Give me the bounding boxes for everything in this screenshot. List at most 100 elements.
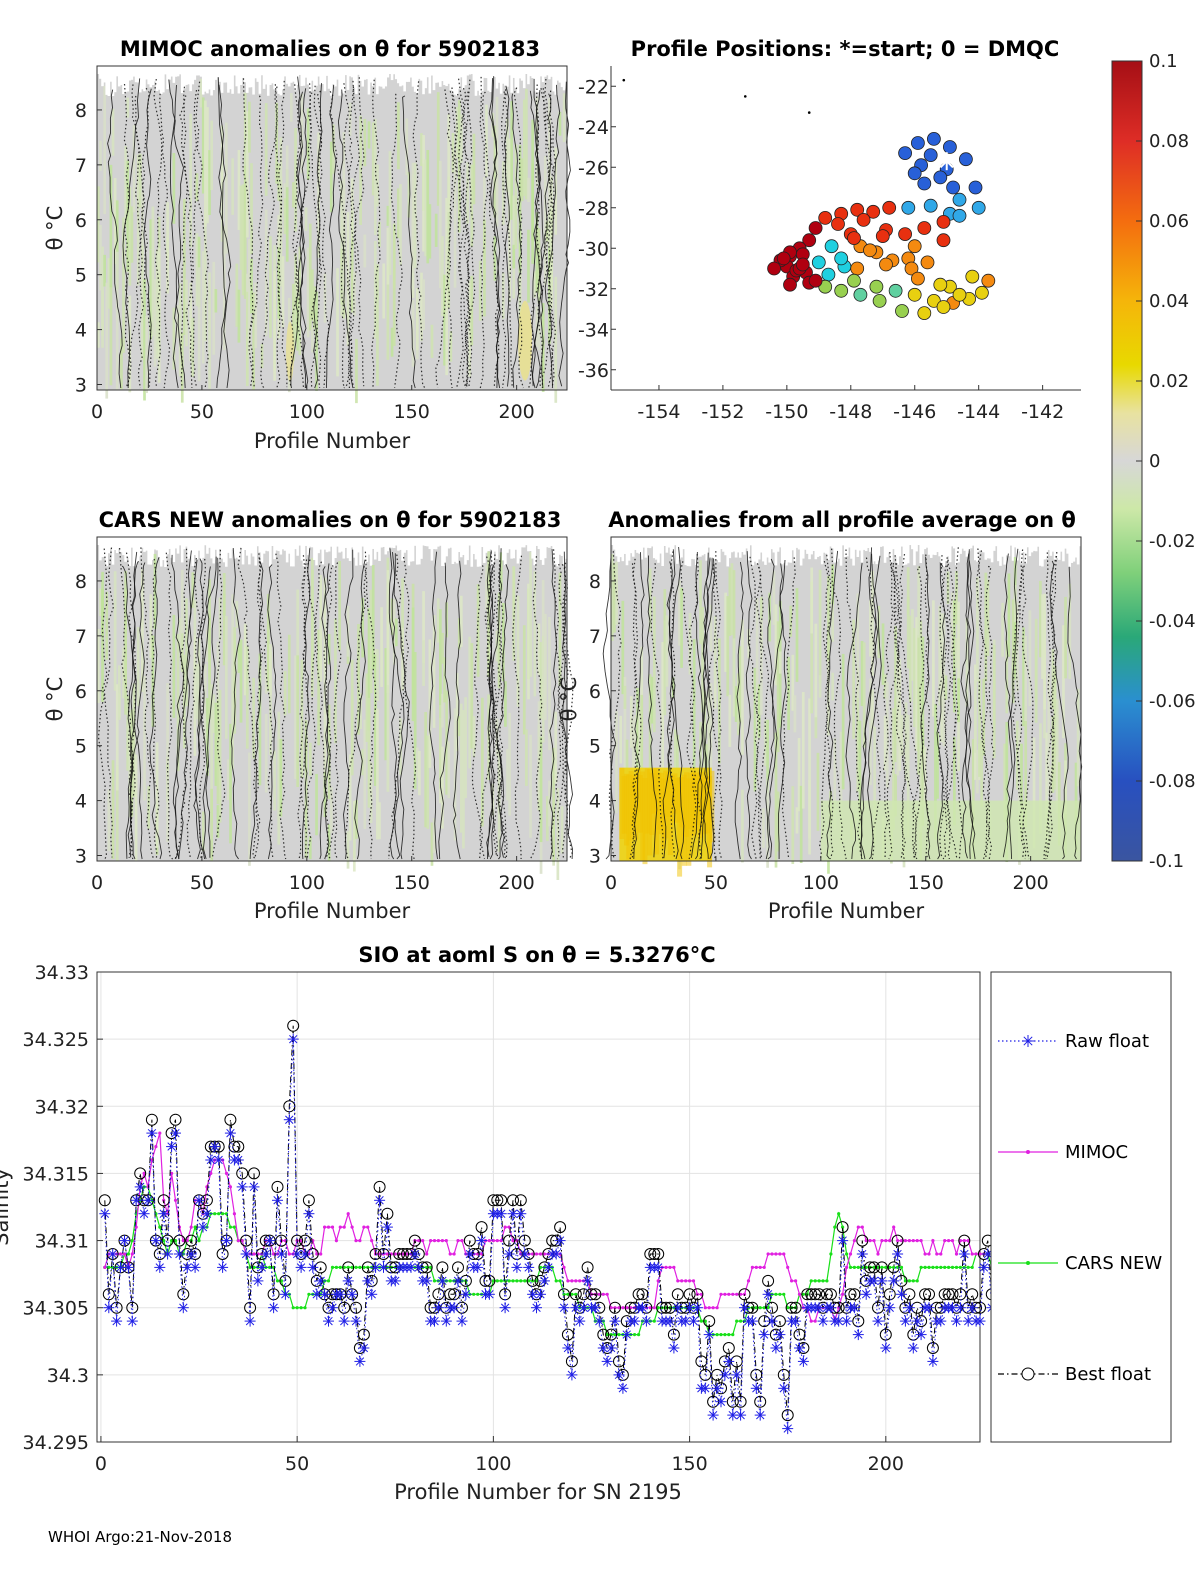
heatmap-topgap [180,66,184,94]
heatmap-cell [216,699,220,805]
heatmap-contour [199,558,207,860]
data-point-stroke [347,1290,357,1299]
data-point [778,1292,782,1296]
data-point [236,1181,248,1193]
data-point [876,1265,880,1269]
heatmap-topgap [774,537,778,566]
data-point [103,1265,107,1269]
data-point [766,1252,770,1256]
colorbar-tick-label: 0.06 [1149,211,1189,232]
heatmap-contour [977,548,989,860]
data-point [837,1235,849,1247]
heatmap-contour [321,566,330,859]
heatmap-topgap [317,537,320,554]
heatmap-topgap [757,537,761,560]
heatmap-topgap [311,537,314,548]
heatmap-topgap [514,537,518,550]
heatmap-topgap [164,66,167,75]
profile-position [933,277,948,292]
heatmap-cell [468,636,472,769]
heatmap-contour [403,556,417,860]
data-point [707,1409,719,1421]
data-point [884,1302,896,1314]
data-point [146,1127,158,1139]
data-point [601,1355,613,1367]
data-point [122,1252,127,1256]
allavg-xlabel: Profile Number [768,899,925,923]
heatmap-topgap [661,537,664,567]
heatmap-cell [222,573,226,666]
heatmap-topgap [344,66,348,76]
heatmap-cell [917,566,921,638]
heatmap-topgap [510,537,513,559]
data-point [872,1315,884,1327]
data-point-stroke [909,1343,918,1353]
heatmap-cell [883,715,887,771]
data-point [978,1261,990,1273]
heatmap-cell [214,289,218,313]
heatmap-contour [1049,560,1069,860]
data-point [668,1342,680,1354]
heatmap-cell [422,591,425,664]
heatmap-topgap [657,537,660,563]
heatmap-topgap [455,537,459,564]
data-point [911,1239,915,1243]
heatmap-topgap [296,66,299,85]
heatmap-cell [308,836,312,860]
data-point [778,1252,782,1256]
heatmap-contour [348,80,361,389]
data-point [436,1275,448,1287]
heatmap-cell [623,676,627,780]
heatmap-topgap [638,537,641,554]
heatmap-topgap [422,66,425,95]
heatmap-topgap [734,537,738,558]
heatmap-cell [753,667,757,792]
data-point-stroke [948,1303,957,1312]
data-point [448,1302,460,1314]
colorbar-tick-label: -0.06 [1149,691,1196,712]
heatmap-topgap [235,537,239,558]
heatmap-cell [986,579,990,657]
x-tick-label: 50 [704,872,728,894]
heatmap-contour [535,90,544,389]
heatmap-cell [629,696,633,748]
heatmap-topgap [298,537,302,546]
heatmap-topgap [185,537,188,547]
heatmap-topgap [965,537,969,557]
heatmap-topgap [361,66,364,87]
heatmap-topgap [522,66,526,89]
heatmap-topgap [382,537,385,547]
data-point-stroke [960,1249,969,1259]
heatmap-topgap [185,66,188,85]
data-point-stroke [351,1316,361,1326]
heatmap-cell [776,621,780,753]
heatmap-contour [347,86,355,389]
heatmap-topgap [111,66,115,96]
heatmap-topgap [499,537,503,553]
heatmap-contour [458,78,471,389]
heatmap-cell [774,732,778,868]
heatmap-contour [537,88,552,389]
heatmap-contour [456,93,471,387]
heatmap-cell [252,292,255,390]
data-point-stroke [618,1384,628,1393]
heatmap-cell [369,762,373,824]
heatmap-cell [178,283,182,377]
heatmap-topgap [875,537,878,565]
heatmap-cell [525,729,528,786]
heatmap-topgap [113,537,117,551]
data-point [954,1302,966,1314]
heatmap-cell [264,713,268,793]
heatmap-cell [143,279,146,401]
data-point [699,1368,712,1381]
heatmap-topgap [659,537,662,554]
data-point [475,1221,488,1234]
heatmap-cell [938,605,942,706]
legend-item: MIMOC [998,1142,1128,1163]
heatmap-cell [640,694,644,819]
data-point [899,1239,904,1243]
data-point-stroke [147,1128,157,1138]
heatmap-cell [231,665,234,770]
heatmap-topgap [508,66,511,76]
heatmap-topgap [143,537,146,552]
